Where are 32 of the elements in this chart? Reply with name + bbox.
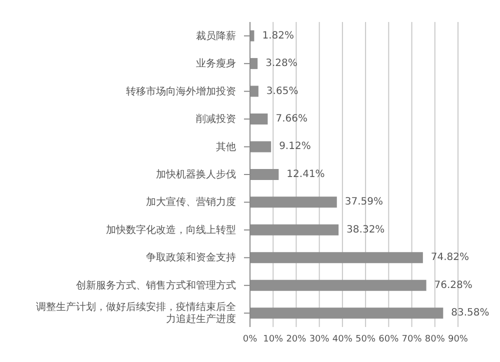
- x-tick-label: 30%: [309, 334, 330, 344]
- y-tick-label: 转移市场向海外增加投资: [126, 84, 236, 97]
- y-tick-label: 调整生产计划，做好后续安排，疫情结束后全力追赶生产进度: [36, 300, 236, 325]
- y-tick-label: 业务瘦身: [196, 57, 236, 70]
- data-label: 3.65%: [266, 86, 298, 97]
- x-tick-label: 40%: [332, 334, 353, 344]
- y-tick-label: 削减投资: [196, 112, 236, 125]
- data-label: 9.12%: [279, 141, 311, 152]
- x-tick-label: 60%: [378, 334, 400, 344]
- y-tick-label: 加快数字化改造，向线上转型: [106, 223, 236, 236]
- y-tick-label: 其他: [216, 140, 236, 152]
- y-tick-label: 裁员降薪: [196, 29, 236, 42]
- data-label: 37.59%: [344, 196, 384, 208]
- data-label: 12.41%: [286, 168, 325, 180]
- x-tick-label: 20%: [286, 334, 307, 344]
- x-tick-label: 50%: [356, 334, 376, 344]
- x-tick-label: 70%: [402, 334, 422, 344]
- data-label: 83.58%: [451, 308, 490, 319]
- y-tick-label: 创新服务方式、销售方式和管理方式: [76, 278, 236, 291]
- data-label: 38.32%: [346, 224, 385, 236]
- y-tick-label: 争取政策和资金支持: [146, 251, 236, 264]
- x-tick-label: 0%: [242, 334, 258, 344]
- data-label: 1.82%: [262, 30, 294, 42]
- x-tick-label: 80%: [424, 334, 446, 344]
- y-tick-label: 加快机器换人步伐: [156, 168, 236, 180]
- data-label: 76.28%: [434, 280, 472, 291]
- data-label: 3.28%: [266, 58, 298, 70]
- data-label: 74.82%: [430, 252, 470, 264]
- data-label: 7.66%: [276, 114, 308, 124]
- x-tick-label: 90%: [448, 334, 468, 344]
- x-tick-label: 10%: [263, 334, 284, 344]
- y-tick-label: 加大宣传、营销力度: [146, 196, 236, 208]
